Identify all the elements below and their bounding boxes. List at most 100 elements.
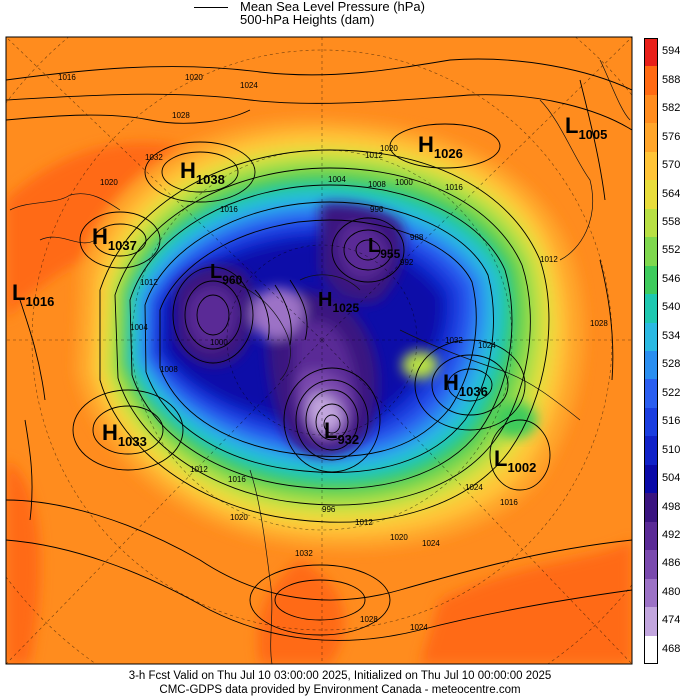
isobar-line-sample [194,7,228,8]
height-band-492-north [339,223,388,279]
colorbar-level-label: 480 [662,585,680,598]
isobar [274,579,366,621]
high-center-1037: H1037 [92,224,137,253]
meridian-nw [6,37,323,341]
isobar-label: 1016 [228,475,246,484]
isobar [579,79,614,381]
colorbar-swatch [644,521,658,551]
height-band-480 [250,287,305,339]
isobar [79,211,161,269]
map-frame [5,36,633,665]
colorbar-swatch [644,66,658,96]
isobar-label: 1000 [395,178,413,187]
colorbar-level-label: 498 [662,500,680,513]
high-center-1033: H1033 [102,420,147,449]
low-center-955: L955 [368,235,401,261]
colorbar-swatch [644,464,658,494]
colorbar-swatch [644,237,658,267]
colorbar-level-label: 582 [662,102,680,115]
coastline-east [399,329,581,421]
coastline-west [9,193,121,244]
isobar-label: 1020 [380,144,398,153]
colorbar-level-label: 564 [662,187,680,200]
isobar [144,141,256,203]
isobar [19,299,46,521]
isobar-label: 1028 [590,319,608,328]
legend-500hpa-label: 500-hPa Heights (dam) [240,12,375,27]
high-center-1026: H1026 [418,132,463,161]
isobar-label: 1024 [422,539,440,548]
isobar [331,217,405,283]
isobar-label: 1004 [328,175,346,184]
height-band-492-west [188,287,236,349]
colorbar-level-label: 540 [662,301,680,314]
colorbar-swatch [644,94,658,124]
isobar-label: 1008 [368,180,386,189]
colorbar-level-label: 588 [662,73,680,86]
colorbar-swatch [644,208,658,238]
isobar-label: 1012 [355,518,373,527]
isobar-label: 1032 [145,153,163,162]
isobar [172,266,254,364]
isobar-label: 1028 [172,111,190,120]
colorbar-level-label: 546 [662,272,680,285]
colorbar-swatch [644,407,658,437]
isobar [99,149,550,523]
weather-map: 1016 1020 1024 1028 1032 1012 1008 1004 … [5,36,633,665]
height-band-588-sw [6,460,41,664]
isobar [447,368,493,402]
isobar-label: 1004 [130,323,148,332]
isobar-label: 1012 [540,255,558,264]
isobar [196,294,230,336]
isobar [6,499,632,601]
map-legend: Mean Sea Level Pressure (hPa) 500-hPa He… [192,0,492,30]
isobar-label: 1032 [295,549,313,558]
high-center-1036: H1036 [443,370,488,399]
isobar [431,354,509,416]
colorbar-level-label: 552 [662,244,680,257]
colorbar-level-label: 516 [662,415,680,428]
latitude-circle-70 [226,244,418,436]
colorbar-swatch [644,578,658,608]
isobar [72,389,184,471]
isobar [489,419,551,491]
colorbar-level-label: 558 [662,215,680,228]
isobar-label: 1016 [445,183,463,192]
isobar [144,201,494,473]
isobar-label: 1024 [478,341,496,350]
high-center-1038: H1038 [180,158,225,187]
colorbar-level-label: 492 [662,528,680,541]
colorbar-swatch [644,38,658,67]
coastline-south [249,469,273,664]
meridian-ne [321,37,632,341]
low-center-1005: L1005 [565,113,607,142]
colorbar-level-label: 510 [662,443,680,456]
isobar [6,93,632,131]
colorbar-swatch [644,436,658,466]
isobar [343,229,393,271]
isobar-label: 1020 [230,513,248,522]
isobar [6,539,632,641]
colorbar-swatch [644,294,658,324]
low-center-932: L932 [324,418,359,447]
colorbar-swatch [644,180,658,210]
colorbar-level-label: 468 [662,642,680,655]
isobar-label: 1016 [58,73,76,82]
isobar-label: 1012 [190,465,208,474]
isobar-label: 1000 [210,338,228,347]
colorbar-swatch [644,351,658,380]
isobar-label: 992 [400,258,414,267]
isobar [414,339,526,431]
isobar [323,414,341,434]
isobar-label: 1020 [100,178,118,187]
isobar-label: 1008 [160,365,178,374]
data-credit-text: CMC-GDPS data provided by Environment Ca… [159,684,521,696]
colorbar-swatch [644,607,658,637]
isobar [249,564,391,636]
isobar-label: 1012 [140,278,158,287]
colorbar-level-label: 522 [662,386,680,399]
isobar [93,223,147,257]
isobar [254,279,308,346]
isobar [6,109,251,124]
isobar [315,403,349,441]
